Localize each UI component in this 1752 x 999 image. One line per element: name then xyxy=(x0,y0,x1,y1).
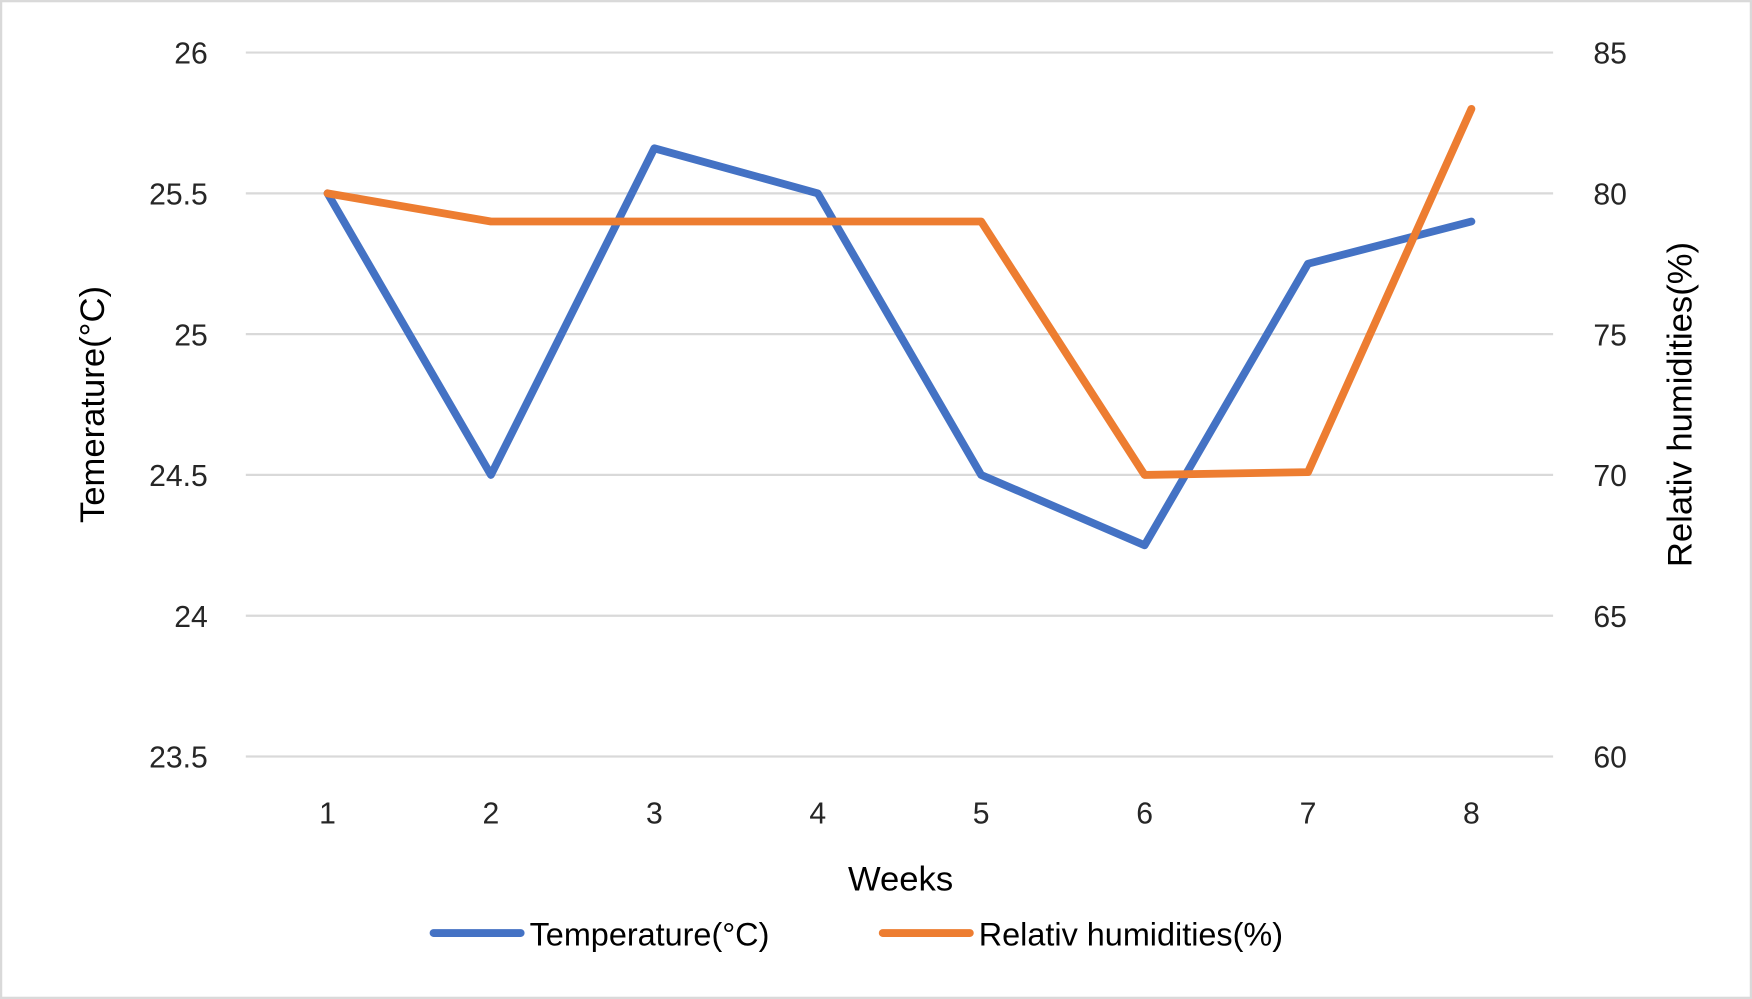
series-line-temperature xyxy=(323,144,1476,550)
x-tick-label: 4 xyxy=(809,798,826,831)
data-point xyxy=(490,474,492,476)
y2-tick-label: 75 xyxy=(1593,319,1627,352)
x-tick-label: 7 xyxy=(1300,798,1317,831)
y-tick-label: 26 xyxy=(174,38,208,71)
data-point xyxy=(326,192,329,194)
legend-label-humidity: Relativ humidities(%) xyxy=(979,916,1283,952)
data-point xyxy=(980,220,982,223)
y-tick-label: 25 xyxy=(174,319,208,352)
series-line-humidity xyxy=(323,104,1476,479)
y2-tick-label: 65 xyxy=(1593,601,1627,634)
x-tick-label: 8 xyxy=(1463,798,1480,831)
data-point xyxy=(1144,474,1146,476)
x-axis-title: Weeks xyxy=(848,861,953,899)
x-tick-label: 1 xyxy=(319,798,336,831)
y2-tick-label: 60 xyxy=(1593,742,1627,775)
data-point xyxy=(817,192,819,194)
y-tick-label: 25.5 xyxy=(149,179,208,212)
y2-tick-label: 80 xyxy=(1593,179,1627,212)
data-point xyxy=(653,220,655,223)
data-point xyxy=(817,220,819,223)
y-tick-label: 24.5 xyxy=(149,460,208,493)
y2-tick-label: 70 xyxy=(1593,460,1627,493)
x-tick-label: 2 xyxy=(483,798,500,831)
legend: Temperature(°C) Relativ humidities(%) xyxy=(429,916,1283,952)
legend-label-temperature: Temperature(°C) xyxy=(530,916,770,952)
y-tick-label: 23.5 xyxy=(149,742,208,775)
x-tick-label: 3 xyxy=(646,798,663,831)
y-tick-label: 24 xyxy=(174,601,208,634)
data-point xyxy=(1307,263,1309,265)
y-axis-title: Temerature(°C) xyxy=(74,286,112,523)
data-point xyxy=(653,147,655,149)
data-point xyxy=(1470,220,1472,223)
y2-axis-title: Relativ humidities(%) xyxy=(1662,242,1700,567)
y2-tick-label: 85 xyxy=(1593,38,1627,71)
x-tick-label: 5 xyxy=(973,798,990,831)
x-tick-label: 6 xyxy=(1136,798,1153,831)
data-point xyxy=(980,474,982,476)
data-point xyxy=(1144,544,1146,546)
data-point xyxy=(1307,471,1309,473)
data-point xyxy=(490,220,492,223)
data-point xyxy=(1470,108,1472,110)
